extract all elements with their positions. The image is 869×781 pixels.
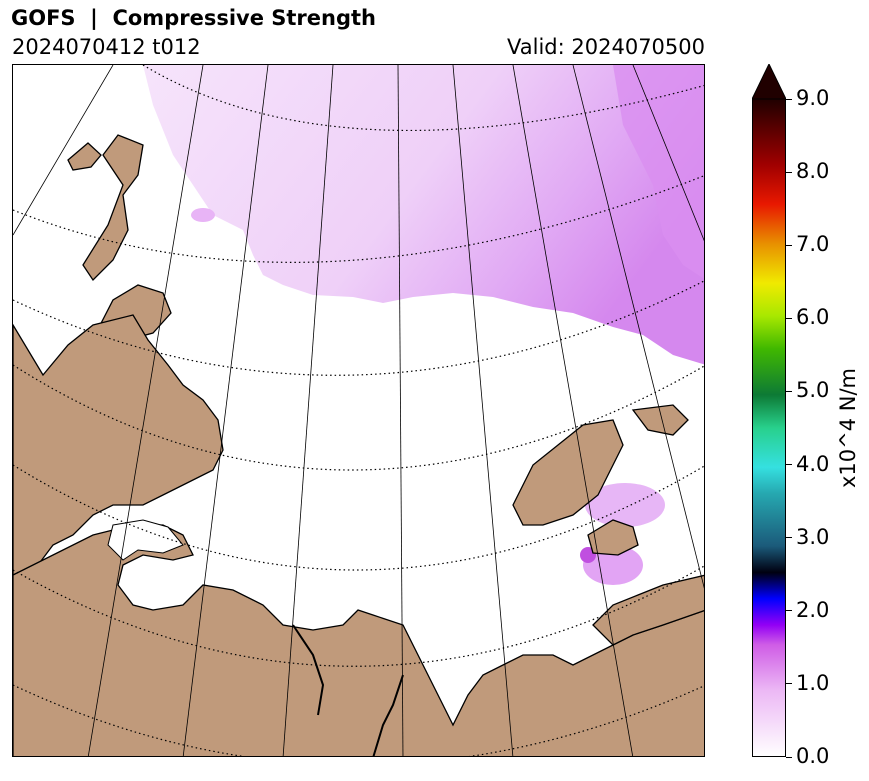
colorbar-tick-mark — [786, 683, 792, 685]
colorbar-tick-mark — [786, 98, 792, 100]
meridian-line — [282, 65, 334, 756]
colorbar-tick-label: 9.0 — [796, 86, 830, 110]
parallel-line — [142, 65, 704, 132]
map-canvas — [13, 65, 704, 756]
land-kola — [13, 524, 704, 756]
colorbar — [752, 64, 786, 757]
colorbar-tick-mark — [786, 317, 792, 319]
sea-ice-field — [143, 65, 704, 365]
colorbar-tick-label: 4.0 — [796, 451, 830, 476]
meridian-line — [87, 65, 204, 756]
land-severnaya-island — [587, 519, 639, 556]
run-time-label: 2024070412 t012 — [12, 35, 201, 59]
meridian-line — [182, 65, 269, 756]
colorbar-tick-label: 3.0 — [796, 524, 830, 549]
meridian-line — [397, 65, 404, 756]
map-panel[interactable] — [12, 64, 705, 757]
colorbar-tick-mark — [786, 390, 792, 392]
parallel-line — [13, 280, 704, 376]
colorbar-tick-mark — [786, 171, 792, 173]
colorbar-tick-label: 7.0 — [796, 232, 830, 257]
colorbar-tick-mark — [786, 610, 792, 612]
meridian-line — [13, 65, 114, 236]
meridian-line — [452, 65, 514, 756]
colorbar-tick-mark — [786, 537, 792, 539]
colorbar-tick-label: 0.0 — [796, 744, 830, 768]
meridian-line — [572, 65, 704, 589]
white-sea — [107, 519, 184, 561]
colorbar-extend-arrow — [752, 64, 786, 100]
meridian-line — [632, 65, 704, 242]
valid-time-label: Valid: 2024070500 — [507, 35, 705, 59]
parallel-line — [13, 175, 704, 263]
meridian-line — [512, 65, 634, 756]
land-taymyr-coast — [592, 574, 704, 646]
river-west — [292, 624, 325, 716]
colorbar-tick-label: 6.0 — [796, 305, 830, 330]
colorbar-tick-label: 8.0 — [796, 159, 830, 184]
land-svalbard-west — [82, 134, 144, 282]
colorbar-label: x10^4 N/m — [836, 367, 860, 489]
river-east — [372, 674, 404, 756]
land-novaya-zemlya-north — [512, 419, 624, 526]
map-title: GOFS | Compressive Strength — [11, 6, 376, 30]
colorbar-tick-mark — [786, 756, 792, 758]
land-novaya-zemlya-east — [631, 404, 689, 436]
land-scandinavia — [13, 314, 224, 576]
colorbar-tick-mark — [786, 244, 792, 246]
colorbar-tick-mark — [786, 464, 792, 466]
colorbar-gradient — [752, 98, 786, 757]
colorbar-tick-label: 2.0 — [796, 597, 830, 622]
parallel-line — [13, 684, 704, 756]
sea-ice-patch-novaya — [585, 483, 665, 527]
sea-ice-patch-fjl — [191, 208, 215, 222]
colorbar-tick-label: 5.0 — [796, 378, 830, 403]
land-svalbard-island — [67, 142, 102, 171]
colorbar-tick-label: 1.0 — [796, 670, 830, 695]
parallel-line — [13, 565, 704, 667]
sea-ice-dense — [613, 65, 704, 279]
